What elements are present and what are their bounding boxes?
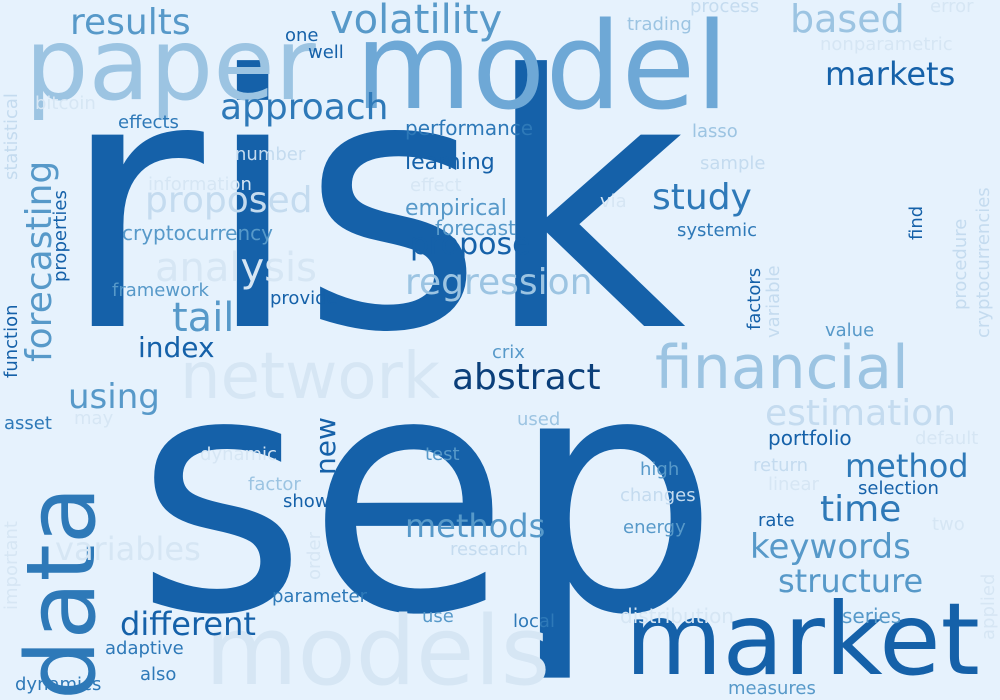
word-procedure: procedure bbox=[950, 218, 971, 310]
word-model: model bbox=[355, 0, 729, 137]
word-dynamic: dynamic bbox=[200, 444, 277, 465]
word-process: process bbox=[690, 0, 760, 17]
word-value: value bbox=[825, 320, 875, 341]
word-time: time bbox=[820, 489, 902, 530]
word-systemic: systemic bbox=[677, 220, 757, 241]
word-results: results bbox=[70, 2, 191, 43]
word-series: series bbox=[842, 604, 902, 628]
word-asset: asset bbox=[4, 413, 52, 434]
word-statistical: statistical bbox=[1, 93, 22, 180]
word-effect: effect bbox=[410, 175, 462, 196]
word-variables: variables bbox=[55, 530, 201, 568]
word-via: via bbox=[600, 191, 627, 212]
word-index: index bbox=[138, 331, 215, 364]
word-estimation: estimation bbox=[765, 393, 957, 434]
word-framework: framework bbox=[112, 280, 209, 301]
word-may: may bbox=[74, 408, 114, 429]
word-sample: sample bbox=[700, 153, 766, 174]
word-test: test bbox=[425, 444, 460, 465]
word-also: also bbox=[140, 664, 177, 685]
word-nonparametric: nonparametric bbox=[820, 34, 953, 55]
word-changes: changes bbox=[620, 485, 696, 506]
word-applied: applied bbox=[978, 573, 999, 640]
word-linear: linear bbox=[768, 474, 819, 495]
word-information: information bbox=[148, 174, 252, 195]
word-performance: performance bbox=[405, 116, 534, 140]
word-based: based bbox=[790, 0, 905, 41]
word-method: method bbox=[845, 447, 969, 485]
word-new: new bbox=[309, 417, 342, 475]
word-error: error bbox=[930, 0, 974, 17]
word-portfolio: portfolio bbox=[768, 426, 852, 450]
word-energy: energy bbox=[623, 517, 686, 538]
word-analysis: analysis bbox=[155, 245, 317, 291]
word-market: market bbox=[625, 581, 980, 698]
word-abstract: abstract bbox=[452, 357, 601, 398]
word-lasso: lasso bbox=[692, 121, 738, 142]
word-find: find bbox=[906, 205, 927, 240]
word-default: default bbox=[915, 428, 979, 449]
word-empirical: empirical bbox=[405, 196, 507, 221]
word-using: using bbox=[68, 377, 160, 417]
word-markets: markets bbox=[825, 55, 956, 93]
word-tail: tail bbox=[172, 295, 235, 341]
word-distribution: distribution bbox=[620, 604, 734, 628]
word-different: different bbox=[120, 605, 256, 643]
word-cryptocurrencies: cryptocurrencies bbox=[973, 187, 994, 338]
word-risk: risk bbox=[60, 1, 687, 409]
word-proposed: proposed bbox=[145, 180, 313, 221]
word-trading: trading bbox=[627, 14, 692, 35]
word-dynamics: dynamics bbox=[15, 674, 102, 695]
word-used: used bbox=[517, 409, 561, 430]
word-two: two bbox=[932, 514, 965, 535]
word-adaptive: adaptive bbox=[105, 638, 184, 659]
word-paper: paper bbox=[25, 6, 316, 123]
word-crix: crix bbox=[492, 342, 525, 363]
word-financial: financial bbox=[655, 333, 909, 403]
word-data: data bbox=[7, 486, 117, 700]
word-local: local bbox=[513, 611, 555, 632]
word-learning: learning bbox=[405, 150, 495, 175]
word-show: show bbox=[283, 491, 330, 512]
word-high: high bbox=[640, 459, 680, 480]
word-parameter: parameter bbox=[272, 586, 368, 607]
word-return: return bbox=[753, 455, 809, 476]
word-selection: selection bbox=[858, 478, 939, 499]
word-factor: factor bbox=[248, 474, 301, 495]
word-factors: factors bbox=[744, 267, 765, 330]
word-effects: effects bbox=[118, 112, 179, 133]
word-volatility: volatility bbox=[330, 0, 503, 43]
word-number: number bbox=[235, 144, 306, 165]
word-cryptocurrency: cryptocurrency bbox=[122, 221, 273, 245]
word-network: network bbox=[180, 340, 440, 414]
word-measures: measures bbox=[728, 678, 816, 699]
word-function: function bbox=[1, 304, 22, 378]
word-models: models bbox=[205, 597, 551, 700]
word-bitcoin: bitcoin bbox=[35, 93, 96, 114]
word-order: order bbox=[304, 532, 325, 580]
word-important: important bbox=[1, 521, 22, 610]
word-one: one bbox=[285, 25, 319, 46]
word-methods: methods bbox=[405, 507, 546, 545]
word-research: research bbox=[450, 539, 528, 560]
word-properties: properties bbox=[50, 190, 71, 282]
word-study: study bbox=[652, 177, 752, 218]
word-approach: approach bbox=[220, 87, 389, 128]
word-well: well bbox=[308, 42, 344, 63]
word-propose: propose bbox=[410, 227, 531, 262]
word-sep: sep bbox=[135, 303, 720, 687]
word-rate: rate bbox=[758, 510, 795, 531]
word-provide: provide bbox=[270, 288, 338, 309]
word-variable: variable bbox=[763, 265, 784, 338]
word-use: use bbox=[422, 606, 454, 627]
word-regression: regression bbox=[405, 262, 593, 303]
word-keywords: keywords bbox=[750, 527, 911, 567]
word-structure: structure bbox=[778, 562, 924, 600]
word-forecast: forecast bbox=[435, 216, 516, 240]
